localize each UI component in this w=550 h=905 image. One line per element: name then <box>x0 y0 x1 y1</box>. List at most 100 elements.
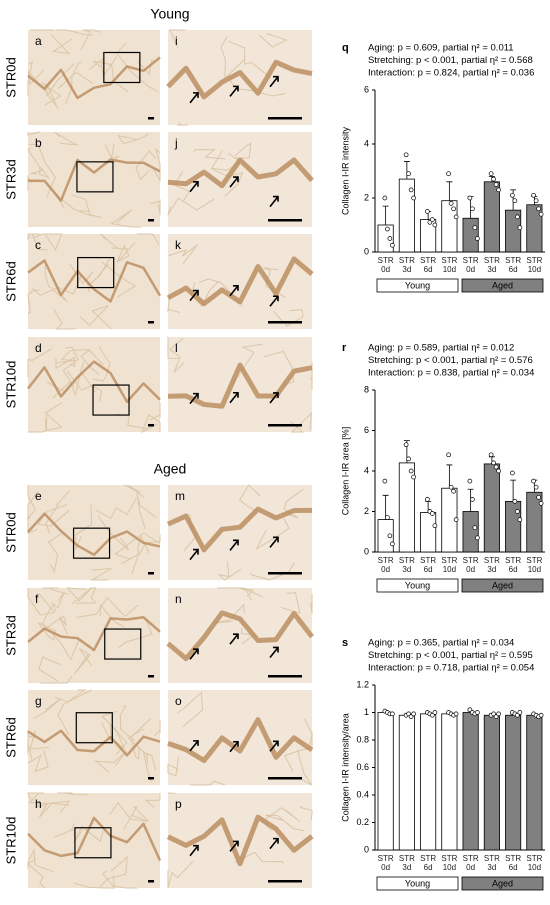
cell-border <box>27 289 41 314</box>
panel-letter: n <box>175 592 182 606</box>
cell-border <box>283 734 313 772</box>
stats-text: Stretching: p < 0.001, partial η² = 0.57… <box>368 355 533 366</box>
arrow <box>269 295 279 307</box>
cell-border <box>27 147 50 179</box>
data-point <box>406 456 411 462</box>
arrow <box>189 844 199 857</box>
data-point <box>472 225 478 231</box>
inset-box <box>77 256 115 289</box>
y-tick-label: 8 <box>364 384 369 394</box>
cell-border <box>37 504 70 527</box>
collagen-fiber <box>27 816 162 862</box>
cell-border <box>176 122 189 126</box>
data-point <box>538 501 544 506</box>
collagen-fiber <box>166 256 314 307</box>
cell-border <box>95 498 137 520</box>
x-tick-label: STR 10d <box>526 256 543 274</box>
data-point <box>453 517 459 522</box>
arrow <box>269 740 279 752</box>
group-box <box>461 876 544 891</box>
collagen-fiber <box>166 814 314 867</box>
micrograph <box>28 690 160 785</box>
cell-border <box>27 60 34 97</box>
x-tick-label: STR 0d <box>462 256 479 274</box>
micrograph <box>28 588 160 683</box>
data-point <box>475 236 480 241</box>
y-axis-label: Collagen I-IR intensity/area <box>340 713 350 822</box>
row-label: STR10d <box>3 817 18 865</box>
row-label: STR6d <box>3 261 18 301</box>
cell-border <box>52 361 85 399</box>
scale-bar <box>148 219 154 222</box>
cell-border <box>290 411 313 433</box>
data-point <box>533 484 539 490</box>
data-point <box>491 460 496 466</box>
data-point <box>531 478 536 484</box>
cell-border <box>94 750 127 773</box>
panel-letter: q <box>342 42 349 54</box>
scale-bar <box>268 219 302 222</box>
data-point <box>517 710 523 715</box>
panel-letter: r <box>342 342 347 354</box>
micrograph <box>168 337 312 432</box>
cell-border <box>50 34 73 55</box>
x-tick-label: STR 3d <box>398 854 415 872</box>
collagen-fiber <box>27 360 161 404</box>
inset-box <box>92 384 130 416</box>
cell-border <box>154 720 161 736</box>
panel-letter: s <box>342 637 348 649</box>
cell-border <box>130 718 152 760</box>
collagen-fiber <box>166 59 313 100</box>
panel-letter: g <box>35 694 42 708</box>
error-bar <box>446 464 453 489</box>
cell-border <box>140 414 161 434</box>
data-point <box>538 712 544 718</box>
data-point <box>446 452 451 458</box>
cell-border <box>56 29 94 36</box>
y-tick-label: 0.8 <box>356 734 369 744</box>
cell-border <box>33 233 63 252</box>
arrow <box>269 195 279 208</box>
arrow <box>229 740 239 753</box>
cell-border <box>73 875 116 889</box>
cell-border <box>116 42 159 93</box>
inset-box <box>75 712 113 744</box>
bar <box>420 512 437 553</box>
cell-border <box>169 338 185 373</box>
panel-letter: m <box>175 489 185 503</box>
cell-border <box>119 705 136 742</box>
group-box <box>461 278 544 293</box>
cell-border <box>283 488 304 519</box>
data-point <box>387 236 393 241</box>
error-bar <box>382 494 389 520</box>
micrograph <box>168 234 312 329</box>
data-point <box>493 464 499 470</box>
error-bar <box>382 205 389 225</box>
data-point <box>432 222 438 228</box>
cell-border <box>303 718 313 747</box>
arrow <box>189 548 199 561</box>
stats-text: Aging: p = 0.589, partial η² = 0.012 <box>368 343 514 354</box>
x-tick-label: STR 10d <box>441 556 458 574</box>
arrow <box>269 536 279 548</box>
scale-bar <box>148 880 154 883</box>
arrow <box>229 391 239 404</box>
data-point <box>425 497 430 502</box>
data-point <box>496 468 501 474</box>
data-point <box>475 535 480 541</box>
y-tick-label: 0.2 <box>356 817 369 827</box>
cell-border <box>74 648 93 675</box>
collagen-fiber <box>166 506 313 553</box>
collagen-fiber <box>27 512 161 556</box>
x-tick-label: STR 10d <box>526 854 543 872</box>
data-point <box>493 182 499 187</box>
panel-letter: j <box>174 136 178 150</box>
y-tick-label: 1.2 <box>356 679 369 689</box>
cell-border <box>123 806 149 830</box>
data-point <box>387 533 393 539</box>
data-point <box>408 187 414 193</box>
data-point <box>411 474 416 480</box>
x-tick-label: STR 3d <box>398 556 415 574</box>
x-tick-label: STR 3d <box>483 854 500 872</box>
